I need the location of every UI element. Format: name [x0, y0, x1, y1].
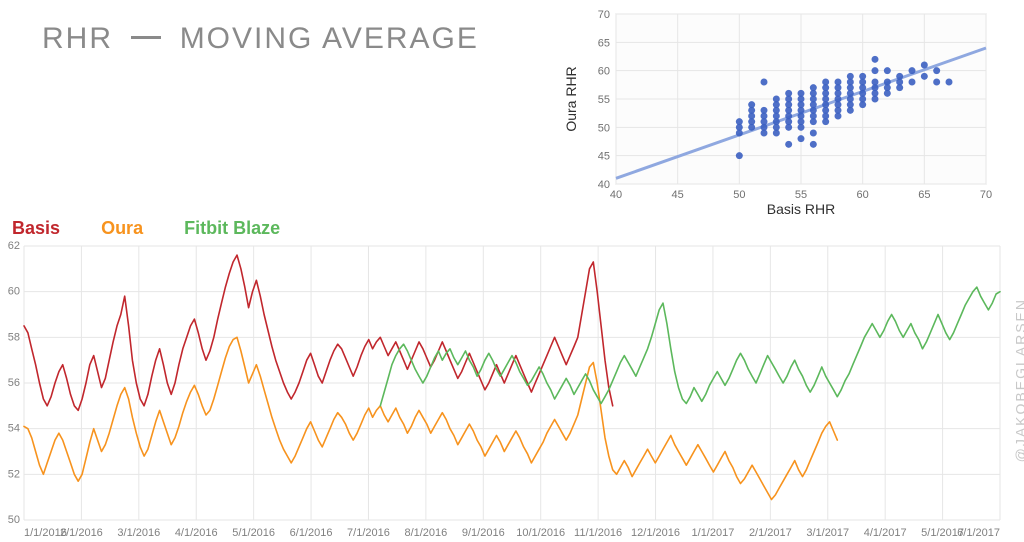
svg-text:60: 60 [8, 286, 20, 298]
svg-text:9/1/2016: 9/1/2016 [462, 527, 505, 539]
title-part2: MOVING AVERAGE [180, 22, 479, 55]
svg-text:70: 70 [598, 9, 610, 21]
svg-text:50: 50 [8, 514, 20, 526]
svg-text:5/1/2016: 5/1/2016 [232, 527, 275, 539]
svg-text:Oura RHR: Oura RHR [563, 66, 579, 131]
svg-text:70: 70 [980, 189, 992, 201]
svg-text:2/1/2017: 2/1/2017 [749, 527, 792, 539]
main-line-chart: 505254565860621/1/20162/1/20163/1/20164/… [0, 240, 1024, 542]
svg-text:45: 45 [672, 189, 684, 201]
svg-text:3/1/2017: 3/1/2017 [806, 527, 849, 539]
svg-text:58: 58 [8, 331, 20, 343]
svg-text:10/1/2016: 10/1/2016 [516, 527, 565, 539]
svg-text:60: 60 [598, 66, 610, 78]
scatter-plot: 40 45 50 55 60 65 70 40 45 50 55 60 65 70 Basis RHR Our… [558, 6, 998, 216]
svg-text:45: 45 [598, 151, 610, 163]
svg-text:12/1/2016: 12/1/2016 [631, 527, 680, 539]
chart-title: RHR MOVING AVERAGE [42, 22, 479, 56]
svg-text:6/1/2016: 6/1/2016 [290, 527, 333, 539]
svg-text:50: 50 [598, 122, 610, 134]
svg-text:40: 40 [610, 189, 622, 201]
svg-text:62: 62 [8, 240, 20, 252]
svg-text:65: 65 [918, 189, 930, 201]
svg-text:6/1/2017: 6/1/2017 [957, 527, 1000, 539]
svg-text:65: 65 [598, 37, 610, 49]
svg-text:52: 52 [8, 468, 20, 480]
svg-text:55: 55 [598, 94, 610, 106]
svg-text:1/1/2017: 1/1/2017 [692, 527, 735, 539]
title-dash [131, 36, 161, 39]
svg-text:55: 55 [795, 189, 807, 201]
svg-text:2/1/2016: 2/1/2016 [60, 527, 103, 539]
svg-text:4/1/2017: 4/1/2017 [864, 527, 907, 539]
title-part1: RHR [42, 22, 113, 55]
svg-text:Basis RHR: Basis RHR [767, 201, 835, 216]
legend-oura: Oura [101, 218, 143, 238]
legend-fitbit: Fitbit Blaze [184, 218, 280, 238]
svg-text:11/1/2016: 11/1/2016 [574, 527, 622, 539]
legend: Basis Oura Fitbit Blaze [12, 218, 316, 239]
svg-text:4/1/2016: 4/1/2016 [175, 527, 218, 539]
legend-basis: Basis [12, 218, 60, 238]
svg-text:8/1/2016: 8/1/2016 [404, 527, 447, 539]
svg-text:7/1/2016: 7/1/2016 [347, 527, 390, 539]
svg-text:40: 40 [598, 179, 610, 191]
svg-text:56: 56 [8, 377, 20, 389]
svg-text:60: 60 [857, 189, 869, 201]
svg-text:3/1/2016: 3/1/2016 [117, 527, 160, 539]
svg-text:50: 50 [733, 189, 745, 201]
svg-text:54: 54 [8, 423, 20, 435]
